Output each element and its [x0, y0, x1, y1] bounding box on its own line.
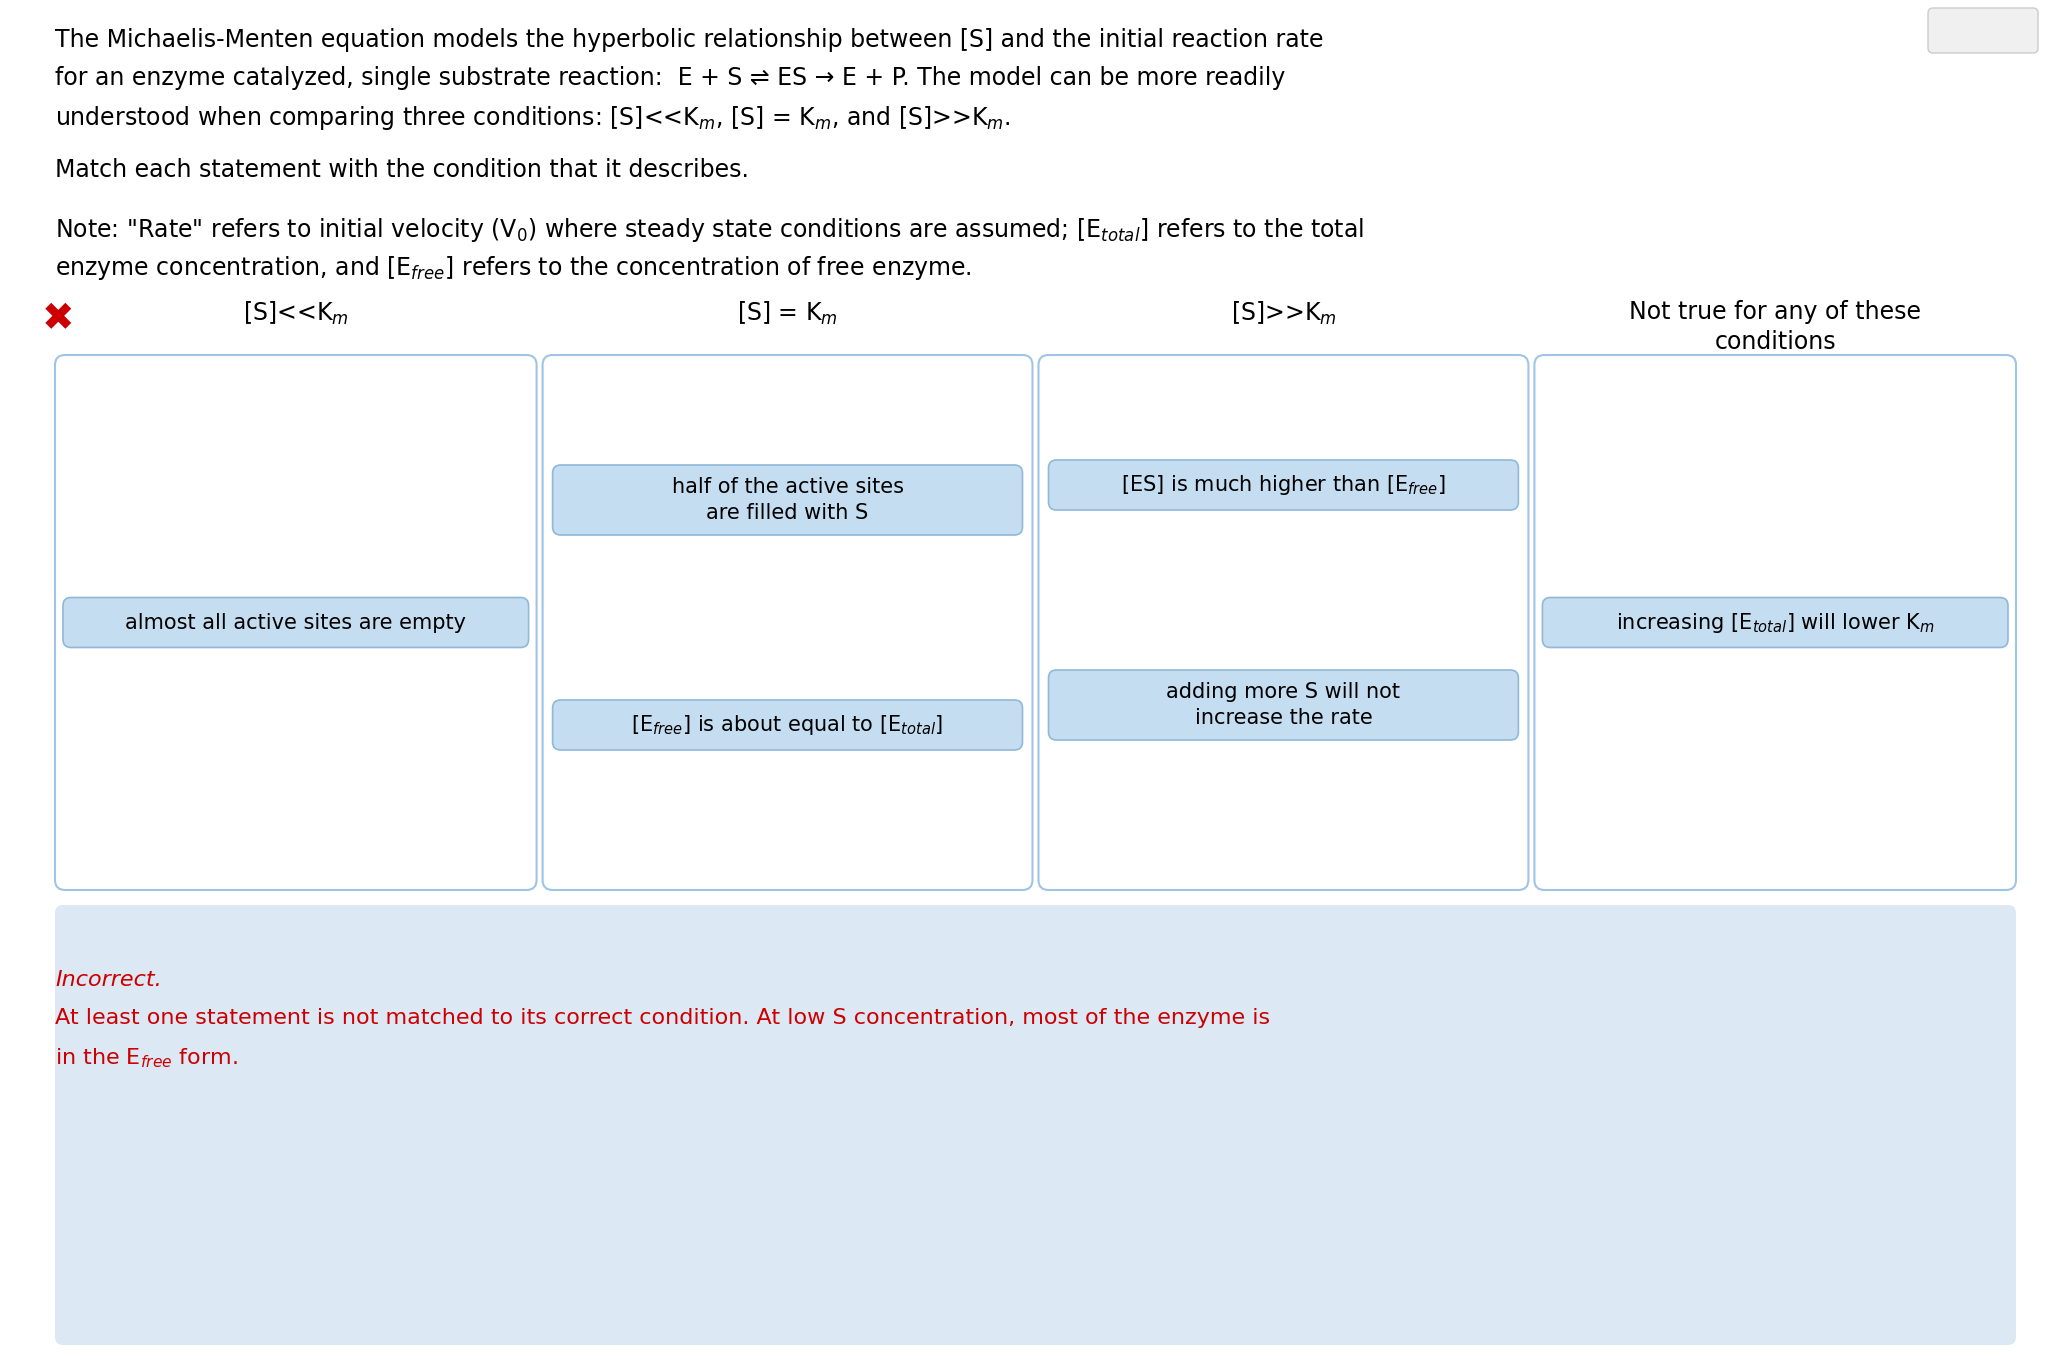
FancyBboxPatch shape — [1543, 597, 2007, 648]
Text: increasing [E$_{total}$] will lower K$_m$: increasing [E$_{total}$] will lower K$_m… — [1616, 611, 1936, 634]
FancyBboxPatch shape — [552, 464, 1023, 536]
Text: ✖: ✖ — [43, 300, 74, 338]
FancyBboxPatch shape — [55, 906, 2015, 1345]
Text: for an enzyme catalyzed, single substrate reaction:  E + S ⇌ ES → E + P. The mod: for an enzyme catalyzed, single substrat… — [55, 66, 1285, 90]
FancyBboxPatch shape — [1534, 355, 2015, 890]
Text: [ES] is much higher than [E$_{free}$]: [ES] is much higher than [E$_{free}$] — [1121, 473, 1447, 497]
FancyBboxPatch shape — [1039, 355, 1528, 890]
Text: Note: "Rate" refers to initial velocity (V$_0$) where steady state conditions ar: Note: "Rate" refers to initial velocity … — [55, 216, 1365, 244]
Text: Incorrect.: Incorrect. — [55, 970, 162, 991]
Text: The Michaelis-Menten equation models the hyperbolic relationship between [S] and: The Michaelis-Menten equation models the… — [55, 27, 1324, 52]
FancyBboxPatch shape — [1048, 670, 1518, 740]
Text: [S]>>K$_m$: [S]>>K$_m$ — [1230, 300, 1336, 327]
Text: At least one statement is not matched to its correct condition. At low S concent: At least one statement is not matched to… — [55, 1008, 1271, 1028]
Text: understood when comparing three conditions: [S]<<K$_m$, [S] = K$_m$, and [S]>>K$: understood when comparing three conditio… — [55, 104, 1011, 132]
FancyBboxPatch shape — [55, 355, 536, 890]
Text: almost all active sites are empty: almost all active sites are empty — [125, 612, 466, 633]
Text: Not true for any of these
conditions: Not true for any of these conditions — [1629, 300, 1921, 353]
FancyBboxPatch shape — [1048, 460, 1518, 510]
FancyBboxPatch shape — [542, 355, 1033, 890]
Text: [S] = K$_m$: [S] = K$_m$ — [737, 300, 839, 327]
Text: [S]<<K$_m$: [S]<<K$_m$ — [243, 300, 348, 327]
Text: enzyme concentration, and [E$_{free}$] refers to the concentration of free enzym: enzyme concentration, and [E$_{free}$] r… — [55, 253, 972, 282]
Text: Map □□: Map □□ — [1950, 22, 2015, 37]
FancyBboxPatch shape — [552, 700, 1023, 749]
Text: adding more S will not
increase the rate: adding more S will not increase the rate — [1166, 682, 1399, 727]
FancyBboxPatch shape — [63, 597, 528, 648]
Text: half of the active sites
are filled with S: half of the active sites are filled with… — [671, 477, 904, 523]
Text: in the E$_{free}$ form.: in the E$_{free}$ form. — [55, 1047, 237, 1070]
FancyBboxPatch shape — [1927, 8, 2038, 53]
Text: Match each statement with the condition that it describes.: Match each statement with the condition … — [55, 158, 749, 182]
Text: [E$_{free}$] is about equal to [E$_{total}$]: [E$_{free}$] is about equal to [E$_{tota… — [632, 712, 943, 737]
